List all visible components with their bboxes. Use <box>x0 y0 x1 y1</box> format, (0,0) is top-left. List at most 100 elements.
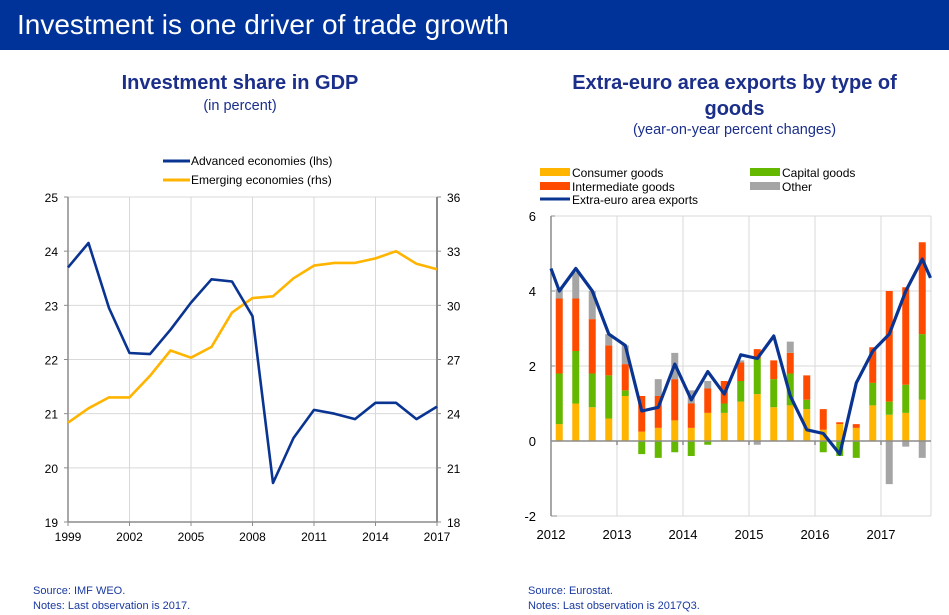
bar-consumer <box>687 427 695 441</box>
bar-other <box>654 379 662 396</box>
bar-intermediate <box>836 422 844 425</box>
y-right-tick-label: 18 <box>447 516 461 530</box>
bar-capital <box>572 351 580 404</box>
bar-capital <box>770 379 778 408</box>
bar-capital <box>704 441 712 445</box>
y-tick-label: -2 <box>524 509 536 524</box>
bar-consumer <box>704 412 712 441</box>
bar-consumer <box>869 405 877 441</box>
legend-swatch-consumer <box>540 168 570 176</box>
x-tick-label: 2002 <box>116 530 143 544</box>
bar-other <box>902 441 910 447</box>
bar-other <box>588 291 596 320</box>
right-chart-title-line2: goods <box>704 98 765 120</box>
bar-intermediate <box>770 360 778 380</box>
left-chart-tick-labels: 19 20 21 22 23 24 25 18 21 24 27 30 33 36 1999 2002 2005… <box>45 191 461 544</box>
bar-capital <box>605 375 613 419</box>
left-chart-axes <box>64 196 441 526</box>
y-tick-label: 6 <box>529 209 536 224</box>
bar-consumer <box>654 427 662 441</box>
exports-by-goods-chart: Consumer goods Capital goods Intermediat… <box>524 166 932 542</box>
bar-other <box>605 334 613 346</box>
legend-label-advanced: Advanced economies (lhs) <box>191 154 332 168</box>
bar-intermediate <box>902 287 910 385</box>
bar-other <box>555 289 563 299</box>
y-left-tick-label: 23 <box>45 299 59 313</box>
bar-consumer <box>753 394 761 441</box>
bar-consumer <box>885 414 893 441</box>
bar-consumer <box>555 424 563 441</box>
left-source-notes: Source: IMF WEO. Notes: Last observation… <box>33 584 190 614</box>
bar-capital <box>737 381 745 402</box>
bar-intermediate <box>704 388 712 413</box>
left-chart-series <box>67 241 438 485</box>
bar-capital <box>786 373 794 406</box>
legend-label-total: Extra-euro area exports <box>572 193 698 207</box>
bar-other <box>918 441 926 458</box>
bar-consumer <box>836 424 844 441</box>
x-tick-label: 2017 <box>867 527 896 542</box>
bar-consumer <box>770 407 778 441</box>
x-tick-label: 2013 <box>603 527 632 542</box>
y-left-tick-label: 22 <box>45 354 59 368</box>
y-right-tick-label: 30 <box>447 299 461 313</box>
bar-intermediate <box>588 319 596 374</box>
slide-header: Investment is one driver of trade growth <box>0 0 949 50</box>
y-left-tick-label: 25 <box>45 191 59 205</box>
x-tick-label: 2005 <box>178 530 205 544</box>
x-tick-label: 2008 <box>239 530 266 544</box>
bar-intermediate <box>605 345 613 376</box>
bar-capital <box>803 399 811 410</box>
right-source-notes: Source: Eurostat. Notes: Last observatio… <box>528 584 700 614</box>
bar-consumer <box>671 420 679 441</box>
y-tick-label: 4 <box>529 284 536 299</box>
right-chart-total-line <box>549 257 932 456</box>
y-right-tick-label: 27 <box>447 354 461 368</box>
bar-consumer <box>902 412 910 441</box>
bar-capital <box>588 373 596 408</box>
right-notes: Notes: Last observation is 2017Q3. <box>528 600 700 612</box>
legend-label-intermediate: Intermediate goods <box>572 180 675 194</box>
right-chart-bars <box>555 242 926 485</box>
legend-swatch-intermediate <box>540 182 570 190</box>
left-chart-subtitle: (in percent) <box>203 98 277 114</box>
bar-intermediate <box>885 291 893 402</box>
bar-other <box>885 441 893 485</box>
x-tick-label: 2016 <box>801 527 830 542</box>
legend-swatch-other <box>750 182 780 190</box>
bar-capital <box>852 441 860 458</box>
bar-capital <box>654 441 662 458</box>
bar-intermediate <box>638 396 646 432</box>
left-chart-title: Investment share in GDP <box>121 72 359 94</box>
left-chart-gridlines <box>67 196 438 523</box>
x-tick-label: 2014 <box>669 527 698 542</box>
bar-consumer <box>588 407 596 441</box>
y-tick-label: 2 <box>529 359 536 374</box>
bar-intermediate <box>621 364 629 391</box>
bar-consumer <box>918 399 926 441</box>
left-chart-legend: Advanced economies (lhs) Emerging econom… <box>163 154 332 187</box>
left-source: Source: IMF WEO. <box>33 585 126 597</box>
bar-capital <box>869 382 877 406</box>
y-left-tick-label: 20 <box>45 462 59 476</box>
bar-consumer <box>638 431 646 441</box>
bar-other <box>572 272 580 299</box>
y-left-tick-label: 21 <box>45 408 59 422</box>
bar-intermediate <box>572 298 580 351</box>
bar-intermediate <box>852 424 860 428</box>
right-source: Source: Eurostat. <box>528 585 613 597</box>
y-tick-label: 0 <box>529 434 536 449</box>
bar-capital <box>671 441 679 453</box>
x-tick-label: 2011 <box>301 530 327 544</box>
legend-label-emerging: Emerging economies (rhs) <box>191 173 332 187</box>
y-right-tick-label: 24 <box>447 408 461 422</box>
bar-capital <box>819 441 827 453</box>
right-chart-axes <box>550 215 931 517</box>
series-line-emerging <box>67 249 438 424</box>
right-chart-subtitle: (year-on-year percent changes) <box>632 122 837 138</box>
x-tick-label: 2015 <box>735 527 764 542</box>
legend-label-other: Other <box>782 180 812 194</box>
bar-consumer <box>852 427 860 441</box>
bar-intermediate <box>819 409 827 430</box>
bar-other <box>621 345 629 365</box>
